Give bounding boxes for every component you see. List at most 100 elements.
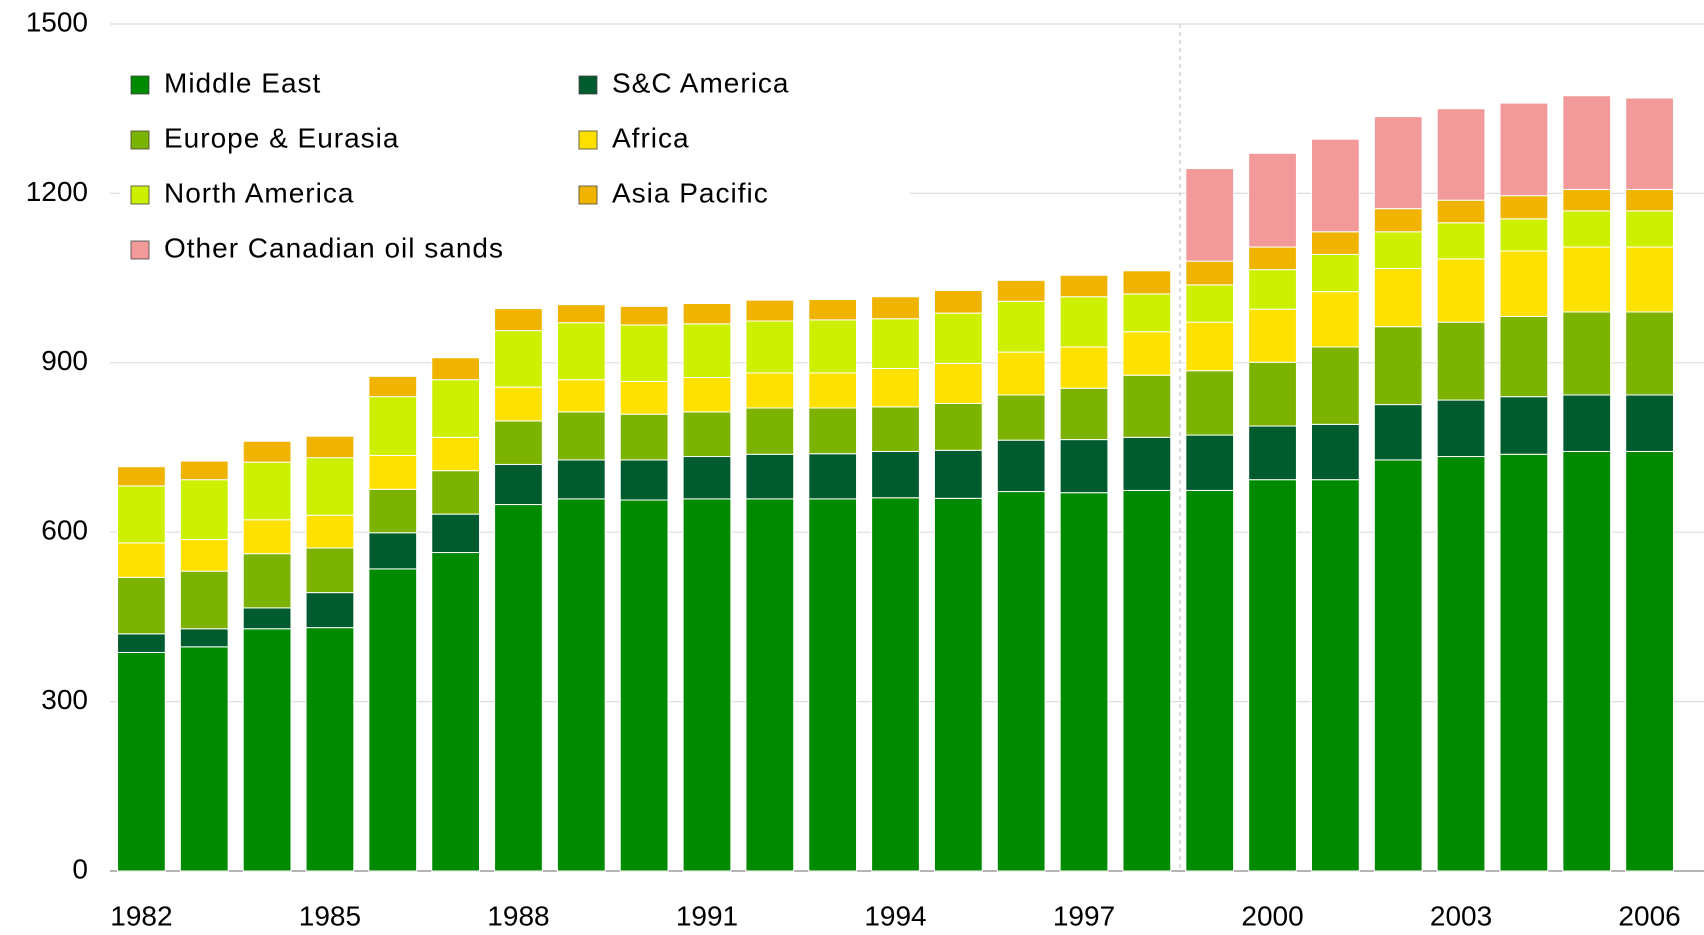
bar-segment bbox=[1499, 453, 1549, 872]
bar-segment bbox=[808, 299, 858, 321]
y-tick-label: 1200 bbox=[26, 176, 88, 207]
bar-segment bbox=[682, 411, 732, 458]
bar-segment bbox=[1436, 456, 1486, 872]
bar-segment bbox=[619, 413, 669, 461]
bar-segment bbox=[1562, 210, 1612, 248]
bar-segment bbox=[682, 456, 732, 500]
bar-segment bbox=[745, 498, 795, 872]
x-tick-label: 2006 bbox=[1618, 900, 1680, 931]
bar-segment bbox=[682, 323, 732, 378]
x-tick-label: 1988 bbox=[487, 900, 549, 931]
bar-segment bbox=[933, 290, 983, 314]
legend-swatch bbox=[130, 130, 150, 150]
bar-segment bbox=[871, 497, 920, 872]
bar-segment bbox=[619, 380, 669, 415]
y-tick-label: 900 bbox=[41, 345, 88, 376]
legend-label: Europe & Eurasia bbox=[164, 122, 399, 153]
bar-segment bbox=[871, 318, 920, 369]
bar-segment bbox=[1373, 326, 1423, 406]
bar-segment bbox=[1248, 246, 1297, 271]
bar-segment bbox=[1625, 311, 1674, 396]
bar-segment bbox=[1122, 489, 1172, 872]
bar-segment bbox=[179, 628, 229, 648]
bar-segment bbox=[1185, 434, 1235, 491]
bar-segment bbox=[1625, 394, 1674, 452]
bar-segment bbox=[117, 485, 166, 544]
y-tick-label: 600 bbox=[41, 515, 88, 546]
bar-segment bbox=[1625, 246, 1674, 313]
bar-segment bbox=[1185, 489, 1235, 872]
bar-segment bbox=[117, 466, 166, 487]
bar-segment bbox=[1311, 138, 1360, 233]
x-tick-label: 1991 bbox=[676, 900, 738, 931]
bar-segment bbox=[1248, 308, 1297, 363]
x-tick-label: 1985 bbox=[299, 900, 361, 931]
bar-segment bbox=[179, 460, 229, 481]
bar-segment bbox=[494, 420, 543, 465]
bar-segment bbox=[305, 435, 355, 459]
bar-segment bbox=[1373, 231, 1423, 270]
bar-segment bbox=[1122, 374, 1172, 438]
bar-segment bbox=[368, 532, 418, 570]
bar-segment bbox=[1499, 250, 1549, 317]
bar-segment bbox=[494, 308, 543, 332]
bar-segment bbox=[494, 463, 543, 506]
legend-swatch bbox=[130, 185, 150, 205]
bar-segment bbox=[556, 498, 606, 872]
bar-segment bbox=[368, 375, 418, 398]
bar-segment bbox=[242, 461, 292, 521]
bar-segment bbox=[431, 513, 480, 554]
bar-segment bbox=[745, 453, 795, 500]
bar-segment bbox=[1122, 293, 1172, 333]
bar-segment bbox=[933, 449, 983, 499]
bar-segment bbox=[1248, 425, 1297, 481]
bar-segment bbox=[117, 542, 166, 578]
legend-label: Other Canadian oil sands bbox=[164, 232, 504, 263]
bar-segment bbox=[1185, 370, 1235, 436]
bar-segment bbox=[745, 372, 795, 409]
legend-label: S&C America bbox=[612, 67, 790, 98]
bar-segment bbox=[305, 457, 355, 516]
bar-segment bbox=[305, 547, 355, 594]
bar-segment bbox=[1436, 258, 1486, 323]
bar-segment bbox=[1311, 423, 1360, 481]
bar-segment bbox=[1248, 269, 1297, 310]
bar-segment bbox=[1562, 450, 1612, 872]
bar-segment bbox=[808, 319, 858, 374]
bar-segment bbox=[619, 305, 669, 326]
bar-segment bbox=[1059, 439, 1109, 494]
bar-segment bbox=[368, 488, 418, 534]
bar-segment bbox=[996, 351, 1046, 396]
bar-segment bbox=[1311, 346, 1360, 425]
bar-segment bbox=[1436, 399, 1486, 458]
x-tick-label: 1982 bbox=[110, 900, 172, 931]
legend-swatch bbox=[578, 185, 598, 205]
bar-segment bbox=[619, 499, 669, 872]
bar-segment bbox=[682, 498, 732, 872]
bar-segment bbox=[1562, 188, 1612, 212]
x-tick-label: 1997 bbox=[1053, 900, 1115, 931]
legend-label: North America bbox=[164, 177, 354, 208]
legend-swatch bbox=[578, 75, 598, 95]
bar-segment bbox=[179, 479, 229, 541]
bar-segment bbox=[808, 407, 858, 455]
y-tick-label: 300 bbox=[41, 684, 88, 715]
bar-segment bbox=[1373, 116, 1423, 210]
bar-segment bbox=[1562, 246, 1612, 313]
bar-segment bbox=[871, 296, 920, 320]
legend-box bbox=[120, 55, 910, 280]
bar-segment bbox=[996, 491, 1046, 872]
legend-label: Middle East bbox=[164, 67, 321, 98]
bar-segment bbox=[179, 539, 229, 572]
bar-segment bbox=[808, 498, 858, 872]
bar-segment bbox=[745, 299, 795, 322]
bar-segment bbox=[1248, 152, 1297, 248]
bar-segment bbox=[1122, 436, 1172, 491]
bar-segment bbox=[242, 607, 292, 630]
bar-segment bbox=[242, 553, 292, 609]
bar-segment bbox=[1625, 450, 1674, 872]
bar-segment bbox=[117, 651, 166, 872]
legend-label: Asia Pacific bbox=[612, 177, 769, 208]
bar-segment bbox=[431, 470, 480, 515]
bar-segment bbox=[1373, 268, 1423, 328]
